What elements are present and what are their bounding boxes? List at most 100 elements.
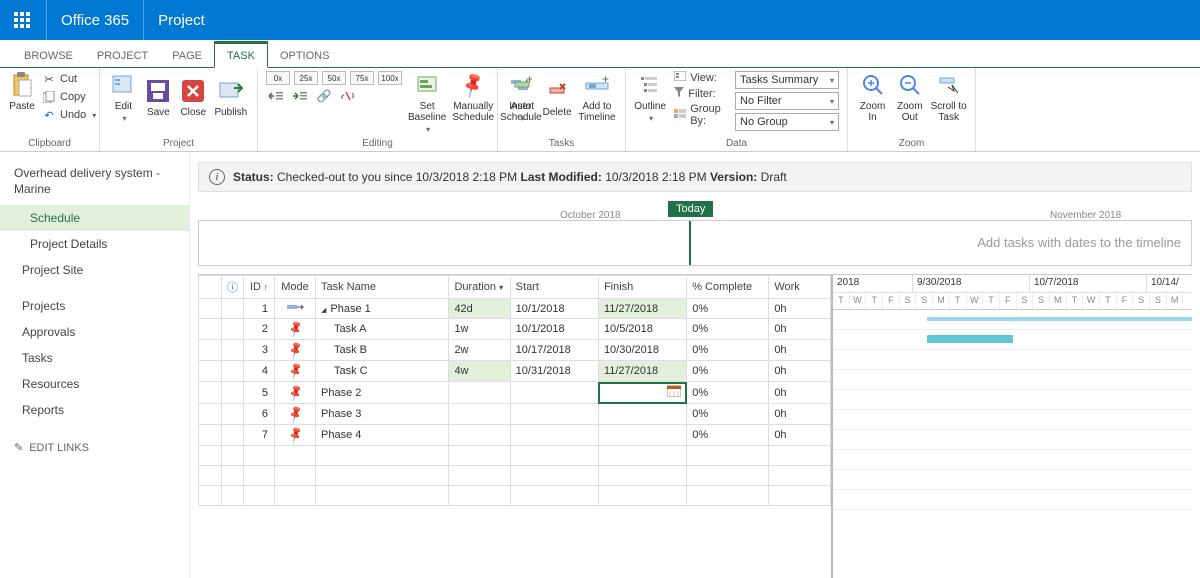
svg-text:+: + <box>526 75 532 86</box>
col-finish[interactable]: Finish <box>598 276 686 299</box>
mode-cell: 📌 <box>274 361 315 382</box>
publish-button[interactable]: Publish <box>213 77 249 118</box>
gantt-bar[interactable] <box>927 317 1192 321</box>
task-row[interactable]: 5📌Phase 20%0h <box>199 382 831 404</box>
col-id[interactable]: ID <box>244 276 275 299</box>
ribbon: Paste ✂Cut Copy ↶Undo Clipboard Edit Sav… <box>0 68 1200 152</box>
timeline-icon: + <box>583 71 611 99</box>
nav-tasks[interactable]: Tasks <box>0 345 189 371</box>
zoom-group-label: Zoom <box>856 137 967 149</box>
nav-approvals[interactable]: Approvals <box>0 319 189 345</box>
nav-projects[interactable]: Projects <box>0 293 189 319</box>
task-row-empty[interactable] <box>199 486 831 506</box>
col-start[interactable]: Start <box>510 276 598 299</box>
task-row-empty[interactable] <box>199 446 831 466</box>
col-name[interactable]: Task Name <box>316 276 449 299</box>
col-pct[interactable]: % Complete <box>687 276 769 299</box>
link-icon[interactable]: 🔗 <box>314 88 334 104</box>
col-duration[interactable]: Duration ▾ <box>449 276 510 299</box>
nav-details[interactable]: Project Details <box>0 231 189 257</box>
outdent-icon[interactable] <box>266 88 286 104</box>
gantt-row <box>833 410 1192 430</box>
gantt-row <box>833 490 1192 510</box>
col-mode[interactable]: Mode <box>274 276 315 299</box>
tab-project[interactable]: PROJECT <box>85 44 160 67</box>
paste-icon <box>8 71 36 99</box>
insert-button[interactable]: +Insert <box>506 71 537 123</box>
task-row[interactable]: 6📌Phase 30%0h <box>199 404 831 425</box>
project-group-label: Project <box>108 137 249 149</box>
zoom-in-icon <box>859 71 887 99</box>
data-group-label: Data <box>634 137 839 149</box>
col-info[interactable]: ⓘ <box>221 276 244 299</box>
zoom-25x[interactable]: 25x <box>294 71 318 85</box>
gantt-chart[interactable]: 20189/30/201810/7/201810/14/ TWTFSSMTWTF… <box>833 275 1192 578</box>
outline-button[interactable]: Outline <box>634 71 666 123</box>
edit-links[interactable]: ✎EDIT LINKS <box>0 433 189 462</box>
paste-button[interactable]: Paste <box>8 71 36 112</box>
left-nav: Overhead delivery system - Marine Schedu… <box>0 152 190 578</box>
timeline[interactable]: Add tasks with dates to the timeline <box>198 220 1192 266</box>
task-row[interactable]: 7📌Phase 40%0h <box>199 425 831 446</box>
task-row[interactable]: 2📌Task A1w10/1/201810/5/20180%0h <box>199 319 831 340</box>
nav-schedule[interactable]: Schedule <box>0 205 189 231</box>
nav-resources[interactable]: Resources <box>0 371 189 397</box>
col-selector[interactable] <box>199 276 222 299</box>
indent-icon[interactable] <box>290 88 310 104</box>
view-icon <box>674 71 686 84</box>
zoom-50x[interactable]: 50x <box>322 71 346 85</box>
filter-select[interactable]: No Filter <box>735 92 839 110</box>
nav-reports[interactable]: Reports <box>0 397 189 423</box>
info-col-icon: ⓘ <box>227 282 238 294</box>
scissors-icon: ✂ <box>42 72 56 86</box>
gantt-row <box>833 470 1192 490</box>
pin-icon: 📌 <box>454 66 492 104</box>
status-bar: i Status: Checked-out to you since 10/3/… <box>198 162 1192 192</box>
edit-icon <box>109 71 137 99</box>
task-row[interactable]: 3📌Task B2w10/17/201810/30/20180%0h <box>199 340 831 361</box>
edit-button[interactable]: Edit <box>108 71 139 123</box>
tab-options[interactable]: OPTIONS <box>268 44 342 67</box>
save-button[interactable]: Save <box>143 77 174 118</box>
col-work[interactable]: Work <box>769 276 831 299</box>
gantt-bar[interactable] <box>927 335 1013 343</box>
app-launcher-icon[interactable] <box>8 6 36 34</box>
zoom-100x[interactable]: 100x <box>378 71 402 85</box>
groupby-label: Group By: <box>690 103 727 127</box>
editing-group-label: Editing <box>266 137 489 149</box>
undo-button[interactable]: ↶Undo <box>40 107 98 123</box>
nav-site[interactable]: Project Site <box>0 257 189 283</box>
filter-icon <box>674 87 684 100</box>
unlink-icon[interactable] <box>338 88 358 104</box>
task-grid[interactable]: ⓘ ID Mode Task Name Duration ▾ Start Fin… <box>198 275 833 578</box>
add-timeline-button[interactable]: +Add to Timeline <box>577 71 617 123</box>
close-button[interactable]: Close <box>178 77 209 118</box>
group-select[interactable]: No Group <box>735 113 839 131</box>
app-label[interactable]: Project <box>144 0 219 40</box>
copy-button[interactable]: Copy <box>40 89 98 105</box>
gantt-row <box>833 450 1192 470</box>
manual-schedule-button[interactable]: 📌Manually Schedule <box>452 71 494 123</box>
task-row[interactable]: 1Phase 142d10/1/201811/27/20180%0h <box>199 299 831 319</box>
set-baseline-button[interactable]: Set Baseline <box>408 71 446 134</box>
task-row-empty[interactable] <box>199 466 831 486</box>
zoom-out-icon <box>896 71 924 99</box>
zoom-in-button[interactable]: Zoom In <box>856 71 889 123</box>
task-row[interactable]: 4📌Task C4w10/31/201811/27/20180%0h <box>199 361 831 382</box>
zoom-out-button[interactable]: Zoom Out <box>893 71 926 123</box>
scroll-task-button[interactable]: Scroll to Task <box>930 71 967 123</box>
publish-icon <box>217 77 245 105</box>
tab-task[interactable]: TASK <box>214 43 268 68</box>
view-select[interactable]: Tasks Summary <box>735 71 839 89</box>
zoom-0x[interactable]: 0x <box>266 71 290 85</box>
calendar-icon <box>667 385 681 400</box>
tab-browse[interactable]: BROWSE <box>12 44 85 67</box>
delete-icon <box>543 77 571 105</box>
tab-page[interactable]: PAGE <box>160 44 214 67</box>
delete-button[interactable]: Delete <box>541 77 572 118</box>
brand-label[interactable]: Office 365 <box>46 0 144 40</box>
mode-cell <box>274 299 315 319</box>
mode-cell: 📌 <box>274 382 315 404</box>
cut-button[interactable]: ✂Cut <box>40 71 98 87</box>
zoom-75x[interactable]: 75x <box>350 71 374 85</box>
